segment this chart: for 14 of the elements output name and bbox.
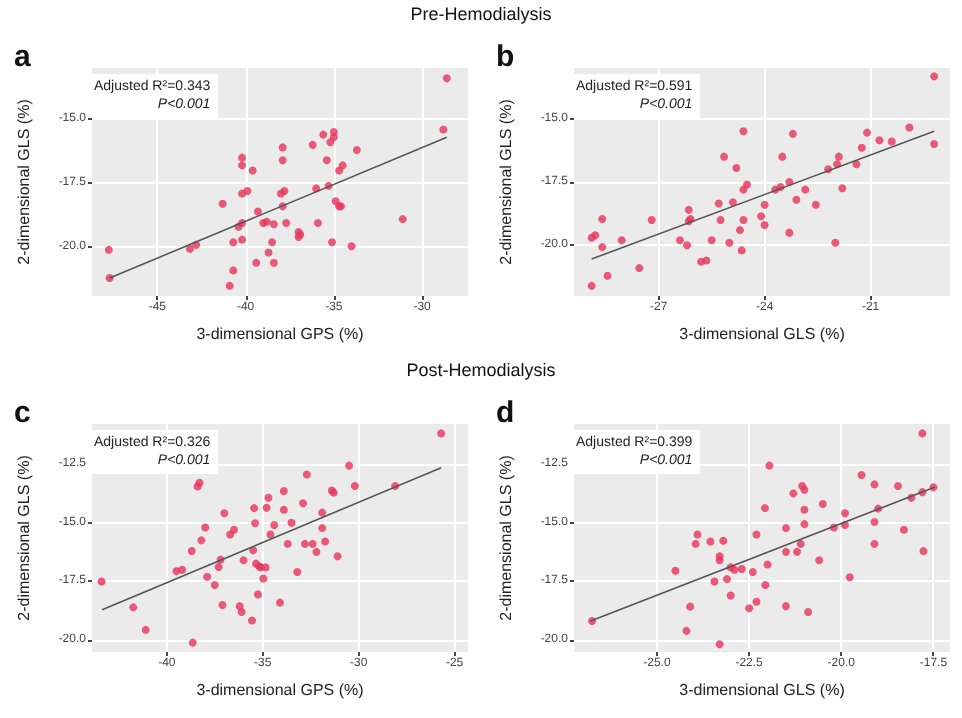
y-axis-title: 2-dimensional GLS (%)	[497, 454, 515, 621]
chart-subtitle: Post-Hemodialysis	[404, 360, 558, 380]
x-axis-title: 3-dimensional GLS (%)	[679, 325, 846, 343]
x-axis-title: 3-dimensional GPS (%)	[196, 325, 365, 343]
y-axis-title: 2-dimensional GLS (%)	[15, 454, 33, 621]
chart-title: c	[14, 396, 31, 430]
x-axis-title: 3-dimensional GLS (%)	[679, 681, 846, 699]
x-axis-title: 3-dimensional GPS (%)	[196, 681, 365, 699]
chart-title: b	[496, 40, 515, 74]
chart-title: a	[14, 40, 32, 74]
chart-title: d	[496, 396, 515, 430]
chart-subtitle: Pre-Hemodialysis	[408, 4, 554, 24]
y-axis-title: 2-dimensional GLS (%)	[15, 98, 33, 265]
y-axis-title: 2-dimensional GLS (%)	[497, 98, 515, 265]
